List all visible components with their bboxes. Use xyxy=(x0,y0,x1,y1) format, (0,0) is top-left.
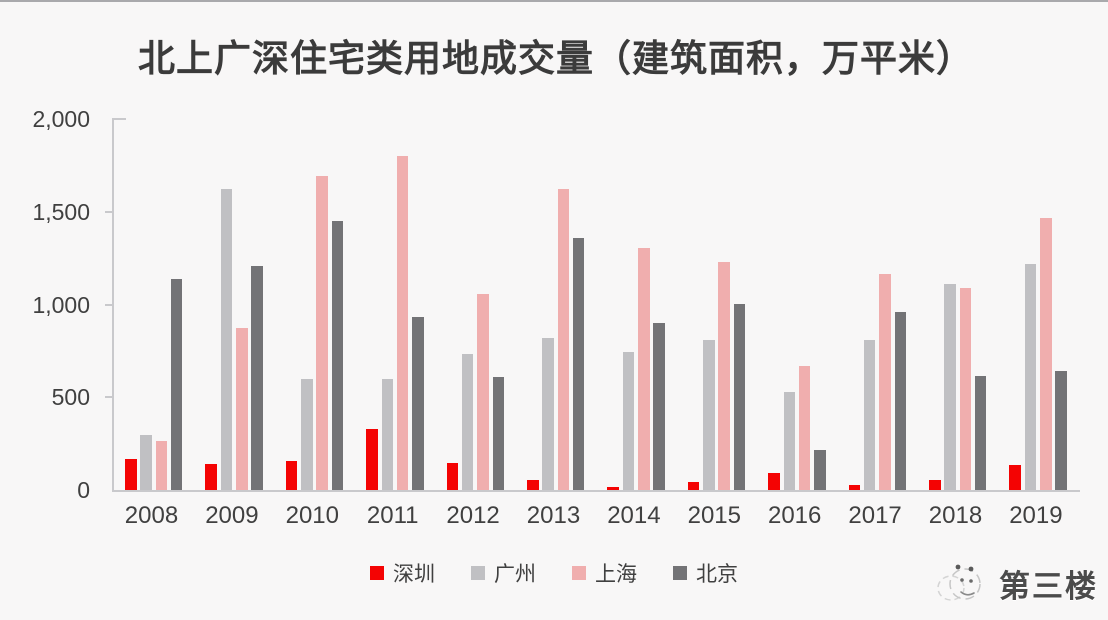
bar-北京-2014 xyxy=(653,323,665,490)
legend-item-上海: 上海 xyxy=(572,558,637,588)
bar-北京-2016 xyxy=(814,450,826,490)
legend-item-深圳: 深圳 xyxy=(370,558,435,588)
legend-item-北京: 北京 xyxy=(673,558,738,588)
legend-label: 北京 xyxy=(696,563,738,586)
y-tick-mark xyxy=(105,396,112,399)
bar-北京-2009 xyxy=(251,265,263,490)
watermark-text: 第三楼 xyxy=(999,568,1098,604)
y-tick-label: 1,500 xyxy=(32,198,90,225)
bar-深圳-2014 xyxy=(607,487,619,490)
legend-label: 上海 xyxy=(595,563,637,586)
bar-上海-2016 xyxy=(798,365,811,490)
plot-area xyxy=(112,119,1080,492)
bar-上海-2010 xyxy=(316,175,328,490)
bar-深圳-2018 xyxy=(929,479,941,490)
x-tick-label-2017: 2017 xyxy=(848,502,902,529)
bar-北京-2011 xyxy=(412,317,424,490)
bar-深圳-2019 xyxy=(1009,464,1021,490)
bar-上海-2014 xyxy=(638,247,650,490)
x-tick-label-2012: 2012 xyxy=(446,502,500,529)
y-tick-label: 500 xyxy=(51,384,90,411)
bar-北京-2012 xyxy=(492,376,504,490)
y-tick-label: 0 xyxy=(77,477,90,503)
bar-北京-2015 xyxy=(733,303,746,490)
bar-上海-2011 xyxy=(396,156,409,490)
x-tick-label-2019: 2019 xyxy=(1009,502,1063,529)
bar-上海-2019 xyxy=(1040,218,1052,490)
bar-广州-2008 xyxy=(140,435,152,490)
x-tick-label-2015: 2015 xyxy=(687,502,741,529)
x-tick-label-2009: 2009 xyxy=(205,502,259,529)
bar-上海-2012 xyxy=(477,294,489,490)
y-tick-mark xyxy=(105,210,112,213)
legend: 深圳 广州 上海 北京 xyxy=(0,558,1108,588)
bar-广州-2017 xyxy=(863,339,876,490)
bar-广州-2013 xyxy=(542,337,554,490)
legend-swatch-icon xyxy=(370,566,384,580)
bar-深圳-2013 xyxy=(527,479,539,490)
chart-title: 北上广深住宅类用地成交量（建筑面积，万平米） xyxy=(138,38,974,79)
y-tick-mark xyxy=(105,303,112,306)
bar-北京-2019 xyxy=(1055,371,1067,490)
y-tick-mark xyxy=(112,118,126,120)
x-tick-label-2010: 2010 xyxy=(285,502,339,529)
bar-上海-2008 xyxy=(155,440,168,490)
bar-北京-2018 xyxy=(974,375,987,490)
bar-北京-2010 xyxy=(331,221,344,490)
x-tick-label-2014: 2014 xyxy=(607,502,661,529)
bar-深圳-2017 xyxy=(848,485,861,490)
bar-上海-2018 xyxy=(959,287,972,490)
bar-深圳-2016 xyxy=(768,473,780,490)
bar-深圳-2010 xyxy=(285,461,298,490)
x-tick-label-2008: 2008 xyxy=(124,502,179,529)
bar-深圳-2008 xyxy=(125,459,137,490)
bar-北京-2008 xyxy=(170,278,183,490)
y-tick-label: 2,000 xyxy=(32,106,90,132)
legend-swatch-icon xyxy=(471,566,485,580)
legend-item-广州: 广州 xyxy=(471,558,536,588)
bar-深圳-2015 xyxy=(687,481,700,490)
y-tick-label: 1,000 xyxy=(32,291,90,318)
x-tick-label-2018: 2018 xyxy=(928,502,983,529)
bar-广州-2019 xyxy=(1024,263,1037,490)
bar-广州-2009 xyxy=(220,189,233,490)
bar-深圳-2011 xyxy=(366,428,378,490)
bar-广州-2011 xyxy=(381,378,393,490)
bar-上海-2015 xyxy=(718,261,730,490)
bar-北京-2013 xyxy=(572,237,585,490)
bar-广州-2012 xyxy=(461,353,474,490)
legend-swatch-icon xyxy=(673,566,687,580)
bar-广州-2010 xyxy=(301,378,313,490)
x-tick-label-2011: 2011 xyxy=(366,502,419,529)
bar-广州-2018 xyxy=(944,284,956,490)
bar-深圳-2012 xyxy=(446,463,459,490)
bar-上海-2013 xyxy=(557,189,570,490)
legend-label: 深圳 xyxy=(393,563,435,586)
bar-北京-2017 xyxy=(894,311,906,490)
legend-swatch-icon xyxy=(572,566,586,580)
bar-上海-2009 xyxy=(236,327,248,490)
watermark: 第三楼 xyxy=(931,558,1098,608)
sketch-panda-logo-icon xyxy=(937,564,981,601)
x-tick-label-2016: 2016 xyxy=(767,502,822,529)
bar-广州-2016 xyxy=(783,391,795,490)
bar-广州-2014 xyxy=(622,351,635,490)
bar-广州-2015 xyxy=(703,339,715,490)
bar-上海-2017 xyxy=(879,273,891,490)
bar-深圳-2009 xyxy=(205,464,217,490)
legend-label: 广州 xyxy=(494,563,536,586)
x-tick-label-2013: 2013 xyxy=(526,502,581,529)
